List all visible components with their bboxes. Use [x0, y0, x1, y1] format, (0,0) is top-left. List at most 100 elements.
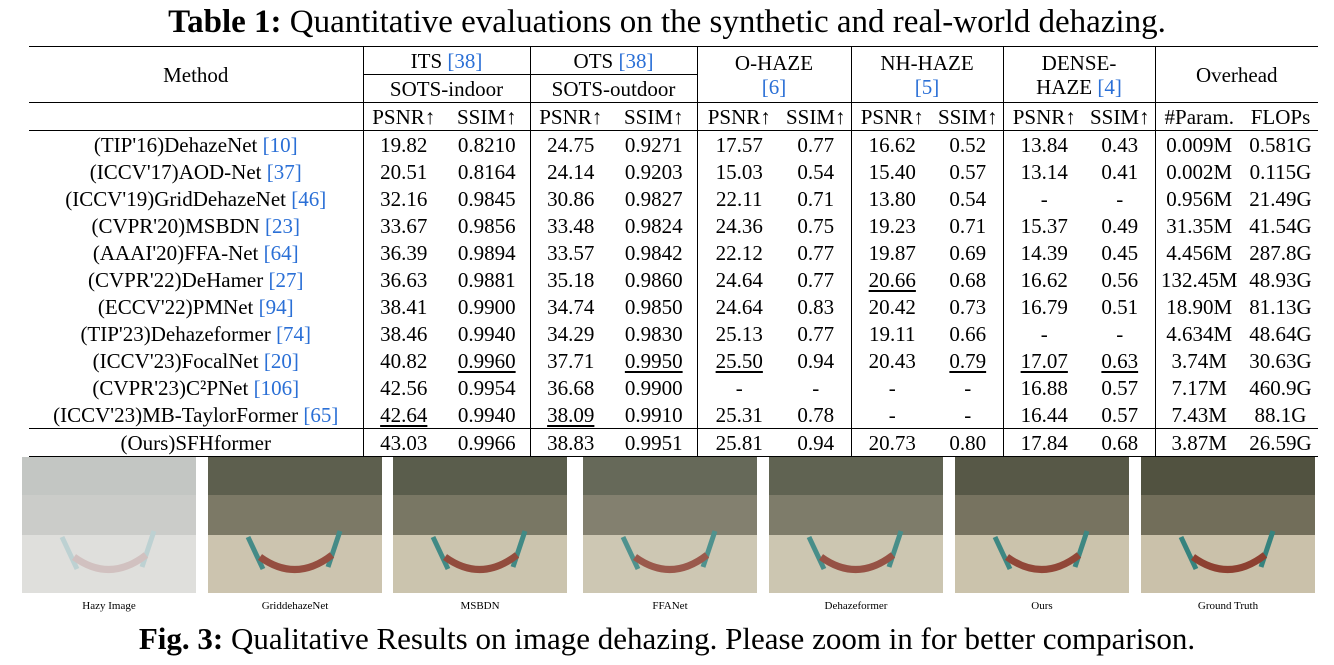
figure-caption-text: Qualitative Results on image dehazing. P…	[223, 621, 1196, 656]
method-citation[interactable]: [10]	[262, 132, 298, 157]
method-name: PMNet	[192, 294, 254, 319]
value-cell: 19.23	[850, 212, 933, 239]
value-cell: 48.64G	[1249, 321, 1312, 346]
value-cell: 0.9951	[611, 428, 697, 457]
value-cell: 19.82	[362, 130, 444, 158]
ots-subheader: SOTS-outdoor	[529, 74, 697, 103]
value-cell: 0.94	[781, 428, 851, 457]
method-cell: (TIP'16)DehazeNet [10]	[29, 130, 363, 158]
value-cell: 0.9827	[624, 186, 683, 211]
value-cell: 17.84	[1002, 428, 1085, 457]
method-cell: (ICCV'23)MB-TaylorFormer [65]	[29, 401, 363, 429]
method-name: AOD-Net	[178, 159, 262, 184]
value-cell: 24.64	[696, 293, 781, 320]
value-cell: 19.87	[850, 239, 933, 266]
value-cell: 0.71	[949, 213, 987, 238]
value-cell: 0.57	[1101, 375, 1139, 400]
value-cell: 38.83	[529, 428, 611, 457]
method-citation[interactable]: [94]	[258, 294, 294, 319]
value-cell: 0.9842	[624, 240, 683, 265]
value-cell: 42.56	[362, 374, 444, 401]
method-name: GridDehazeNet	[154, 186, 286, 211]
value-cell: 0.49	[1101, 213, 1139, 238]
value-cell: 0.77	[797, 267, 835, 292]
figure-caption: Fig. 3: Qualitative Results on image deh…	[0, 620, 1334, 658]
method-name: DeHamer	[181, 267, 264, 292]
value-cell: 3.74M	[1154, 347, 1243, 374]
method-name: SFHformer	[175, 430, 271, 455]
method-citation[interactable]: [46]	[291, 186, 327, 211]
value-cell: 40.82	[362, 347, 444, 374]
method-citation[interactable]: [20]	[263, 348, 299, 373]
method-citation[interactable]: [23]	[265, 213, 301, 238]
thumbnail-image	[1141, 457, 1315, 593]
method-name: MB-TaylorFormer	[142, 402, 299, 427]
value-cell: 7.43M	[1154, 401, 1243, 429]
value-cell: 16.79	[1002, 293, 1085, 320]
metric-psnr: PSNR↑	[850, 102, 933, 131]
metric-ssim: SSIM↑	[937, 104, 998, 129]
metric-ssim: SSIM↑	[623, 104, 684, 129]
ohaze-header: O-HAZE [6]	[696, 46, 851, 103]
method-header: Method	[29, 46, 363, 103]
value-cell: 36.39	[362, 239, 444, 266]
method-cell: (CVPR'20)MSBDN [23]	[29, 212, 363, 239]
value-cell: 0.9894	[457, 240, 516, 265]
method-name: FocalNet	[181, 348, 259, 373]
method-venue: (CVPR'20)	[91, 213, 186, 238]
value-cell: 41.54G	[1249, 213, 1312, 238]
value-cell: 0.77	[797, 240, 835, 265]
value-cell: 0.9900	[624, 375, 683, 400]
metric-header-row: PSNR↑ SSIM↑ PSNR↑ SSIM↑ PSNR↑ SSIM↑ PSNR↑ SS…	[29, 102, 1318, 131]
table-row: (ECCV'22)PMNet [94] 38.41 0.9900 34.74 0.985…	[29, 293, 1318, 320]
method-venue: (ECCV'22)	[97, 294, 193, 319]
value-cell: 0.77	[797, 321, 835, 346]
value-cell: -	[1116, 321, 1124, 346]
value-cell: 88.1G	[1254, 402, 1307, 427]
value-cell: 37.71	[529, 347, 611, 374]
value-cell: 33.67	[362, 212, 444, 239]
method-cell: (AAAI'20)FFA-Net [64]	[29, 239, 363, 266]
value-cell: 0.9940	[457, 321, 516, 346]
value-cell: 0.52	[933, 130, 1003, 158]
method-citation[interactable]: [65]	[303, 402, 339, 427]
value-cell: -	[850, 374, 933, 401]
method-venue: (ICCV'23)	[53, 402, 143, 427]
method-citation[interactable]: [27]	[268, 267, 304, 292]
value-cell: -	[964, 402, 972, 427]
value-cell: 38.46	[362, 320, 444, 347]
value-cell: 0.83	[797, 294, 835, 319]
value-cell: 0.57	[949, 159, 987, 184]
method-cell: (Ours)SFHformer	[29, 428, 363, 457]
thumbnail-label: Ours	[1031, 600, 1053, 612]
densehaze-header: DENSE- HAZE [4]	[1002, 46, 1155, 103]
method-citation[interactable]: [74]	[276, 321, 312, 346]
value-cell: 30.63G	[1249, 348, 1312, 373]
value-cell: -	[812, 375, 820, 400]
value-cell: 36.68	[529, 374, 611, 401]
method-venue: (AAAI'20)	[92, 240, 185, 265]
method-venue: (CVPR'23)	[92, 375, 187, 400]
table-row: (ICCV'17)AOD-Net [37] 20.51 0.8164 24.14 0.9…	[29, 158, 1318, 185]
table-row: (ICCV'19)GridDehazeNet [46] 32.16 0.9845 30…	[29, 185, 1318, 212]
value-cell: 0.43	[1085, 130, 1155, 158]
value-cell: 0.8210	[444, 130, 530, 158]
value-cell: 34.74	[529, 293, 611, 320]
method-citation[interactable]: [37]	[266, 159, 302, 184]
value-cell: 26.59G	[1243, 428, 1318, 457]
its-subheader: SOTS-indoor	[362, 74, 530, 103]
value-cell: 0.9950	[624, 348, 683, 373]
thumbnail-image	[393, 457, 567, 593]
value-cell: 0.9850	[624, 294, 683, 319]
method-citation[interactable]: [106]	[253, 375, 300, 400]
value-cell: 132.45M	[1154, 266, 1243, 293]
value-cell: 0.51	[1101, 294, 1139, 319]
value-cell: 16.62	[850, 130, 933, 158]
value-cell: 18.90M	[1154, 293, 1243, 320]
table-row: (AAAI'20)FFA-Net [64] 36.39 0.9894 33.57 0.9…	[29, 239, 1318, 266]
method-venue: (ICCV'19)	[65, 186, 155, 211]
value-cell: 0.77	[781, 130, 851, 158]
value-cell: 20.43	[850, 347, 933, 374]
value-cell: 24.36	[696, 212, 781, 239]
method-citation[interactable]: [64]	[263, 240, 299, 265]
